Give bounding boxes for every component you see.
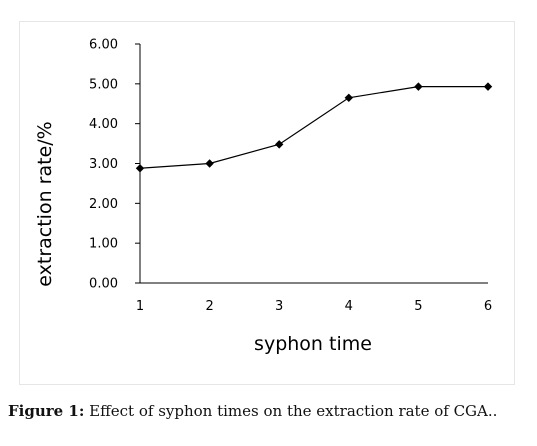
x-tick-label: 6 xyxy=(484,299,492,314)
figure-frame xyxy=(19,21,515,385)
data-point xyxy=(414,82,423,91)
y-tick-label: 0.00 xyxy=(89,277,118,292)
data-point xyxy=(135,164,145,173)
y-tick-label: 6.00 xyxy=(89,38,118,53)
y-axis-title: extraction rate/% xyxy=(34,121,56,286)
data-point xyxy=(483,82,493,91)
data-point xyxy=(205,159,214,168)
x-tick-label: 3 xyxy=(275,299,283,314)
series-line xyxy=(139,86,488,169)
ticks: 0.00 1.00 2.00 3.00 4.00 5.00 6.00 1 2 3 4 5 6 xyxy=(89,38,492,315)
x-tick-label: 2 xyxy=(205,299,213,314)
figure-label: Figure 1: xyxy=(8,402,85,420)
y-tick-label: 1.00 xyxy=(89,237,118,252)
data-point xyxy=(344,93,353,102)
x-tick-label: 5 xyxy=(414,299,422,314)
y-tick-label: 5.00 xyxy=(89,77,118,92)
axes xyxy=(139,44,488,284)
y-tick-label: 4.00 xyxy=(89,117,118,132)
x-axis-title: syphon time xyxy=(254,333,372,355)
y-tick-label: 3.00 xyxy=(89,157,118,172)
figure-caption: Figure 1: Effect of syphon times on the … xyxy=(8,402,497,420)
x-tick-label: 4 xyxy=(345,299,353,314)
x-tick-label: 1 xyxy=(136,299,144,314)
figure-caption-text: Effect of syphon times on the extraction… xyxy=(89,402,498,420)
y-tick-label: 2.00 xyxy=(89,197,118,212)
series xyxy=(135,82,493,173)
data-point xyxy=(275,140,284,149)
